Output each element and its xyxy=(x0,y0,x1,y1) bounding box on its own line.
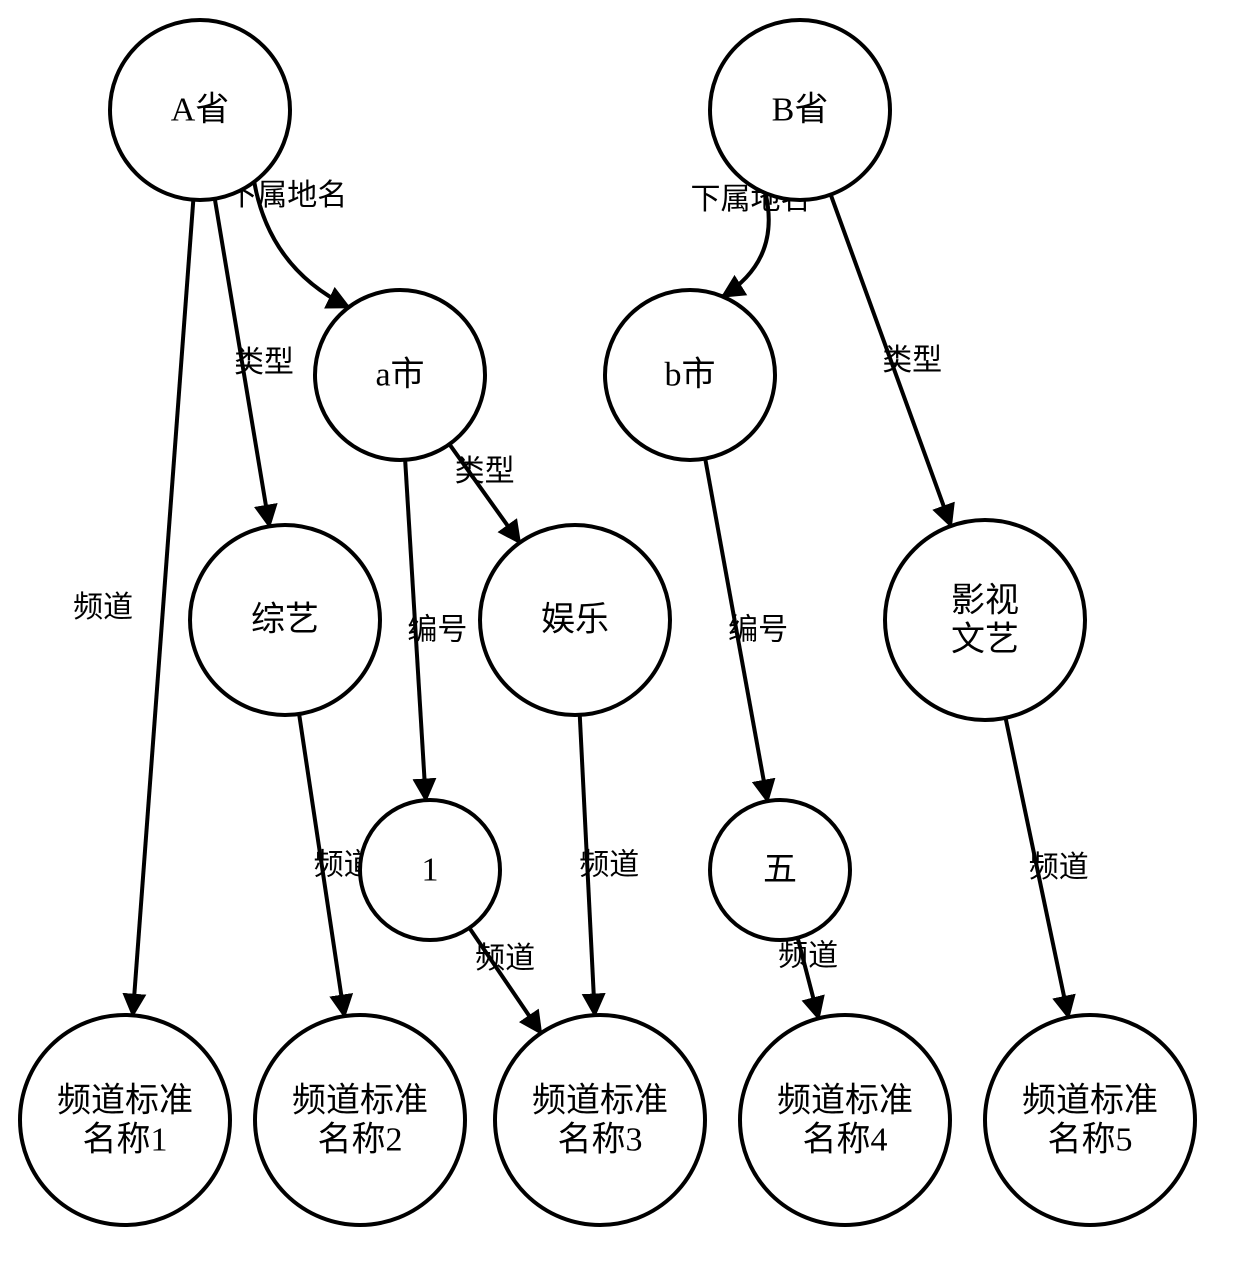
node-label-A: A省 xyxy=(171,91,230,129)
node-yingshi: 影视文艺 xyxy=(885,520,1085,720)
edge-label-A-ch1: 频道 xyxy=(73,591,133,624)
node-ch2: 频道标准名称2 xyxy=(255,1015,465,1225)
edge-A-ch1 xyxy=(133,200,194,1016)
edge-label-a_city-yule: 类型 xyxy=(455,455,515,488)
edge-label-a_city-one: 编号 xyxy=(407,613,467,646)
node-circle-ch1 xyxy=(20,1015,230,1225)
node-b_city: b市 xyxy=(605,290,775,460)
node-label-zongyi: 综艺 xyxy=(251,601,319,639)
node-label-yule: 娱乐 xyxy=(541,602,609,639)
edge-label-one-ch3: 频道 xyxy=(475,942,535,975)
nodes-layer: A省B省a市b市综艺娱乐影视文艺1五频道标准名称1频道标准名称2频道标准名称3频… xyxy=(20,20,1195,1225)
node-label-B: B省 xyxy=(772,91,829,129)
node-B: B省 xyxy=(710,20,890,200)
node-one: 1 xyxy=(360,800,500,940)
knowledge-graph: 下属地名类型频道下属地名类型类型编号编号频道频道频道频道频道A省B省a市b市综艺… xyxy=(0,0,1240,1261)
node-circle-ch2 xyxy=(255,1015,465,1225)
node-a_city: a市 xyxy=(315,290,485,460)
node-ch4: 频道标准名称4 xyxy=(740,1015,950,1225)
node-ch5: 频道标准名称5 xyxy=(985,1015,1195,1225)
edge-label-yule-ch3: 频道 xyxy=(579,849,639,882)
node-circle-ch4 xyxy=(740,1015,950,1225)
edge-label-five-ch4: 频道 xyxy=(778,940,838,973)
edge-label-yingshi-ch5: 频道 xyxy=(1029,851,1089,884)
node-ch3: 频道标准名称3 xyxy=(495,1015,705,1225)
edge-label-B-yingshi: 类型 xyxy=(882,344,942,377)
node-zongyi: 综艺 xyxy=(190,525,380,715)
node-circle-yingshi xyxy=(885,520,1085,720)
node-circle-ch3 xyxy=(495,1015,705,1225)
node-ch1: 频道标准名称1 xyxy=(20,1015,230,1225)
node-A: A省 xyxy=(110,20,290,200)
node-label-one: 1 xyxy=(422,852,439,889)
node-circle-ch5 xyxy=(985,1015,1195,1225)
node-label-five: 五 xyxy=(763,852,797,889)
node-five: 五 xyxy=(710,800,850,940)
node-yule: 娱乐 xyxy=(480,525,670,715)
node-label-b_city: b市 xyxy=(665,356,716,394)
edge-label-A-zongyi: 类型 xyxy=(234,346,294,379)
node-label-a_city: a市 xyxy=(375,356,424,394)
edge-label-b_city-five: 编号 xyxy=(728,613,788,646)
